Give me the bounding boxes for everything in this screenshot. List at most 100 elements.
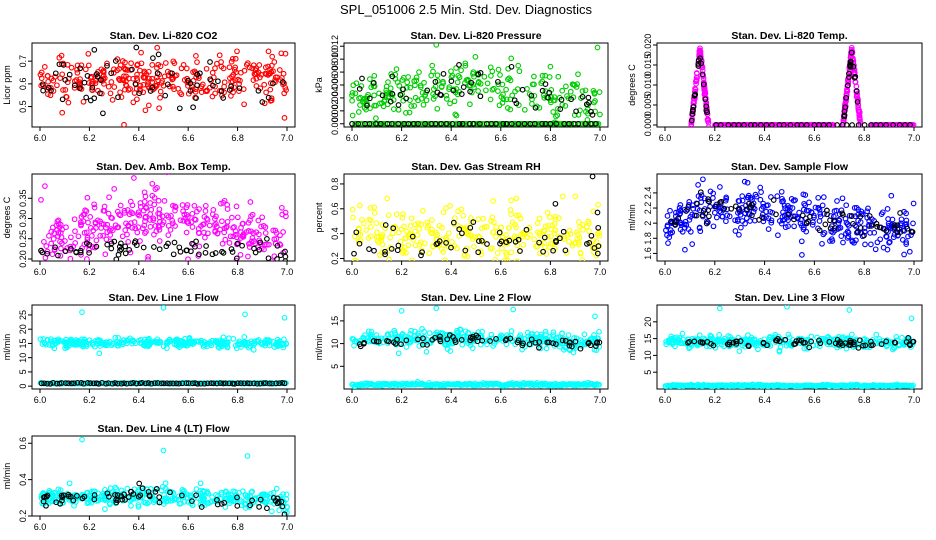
data-point <box>131 338 137 345</box>
data-point <box>252 71 259 78</box>
data-point <box>592 98 598 104</box>
data-point <box>203 65 210 72</box>
data-point <box>577 342 584 349</box>
x-tick-label: 6.0 <box>659 133 672 143</box>
data-point <box>195 229 202 236</box>
data-point <box>127 335 133 342</box>
data-point <box>150 217 157 223</box>
data-point <box>691 95 698 101</box>
data-point <box>682 246 688 253</box>
data-point <box>355 120 361 127</box>
data-point <box>237 251 244 258</box>
data-point <box>68 234 74 241</box>
data-point <box>229 73 235 80</box>
data-point <box>59 96 66 103</box>
data-point <box>399 214 406 221</box>
data-point <box>663 227 669 234</box>
x-tick-label: 6.8 <box>231 522 244 532</box>
x-tick-label: 6.4 <box>758 133 771 143</box>
data-point <box>126 247 133 253</box>
data-point <box>739 193 746 199</box>
data-point <box>281 336 287 343</box>
data-point <box>195 338 202 345</box>
x-tick-label: 7.0 <box>281 267 294 277</box>
data-point <box>834 198 840 204</box>
data-point <box>405 120 412 127</box>
data-point <box>452 215 458 221</box>
y-tick-label: 0.000 <box>330 113 340 136</box>
data-point <box>424 87 431 94</box>
data-point <box>473 332 480 339</box>
data-point <box>463 120 469 127</box>
x-tick-label: 6.0 <box>346 395 359 405</box>
data-point <box>546 74 553 80</box>
data-point <box>169 76 176 83</box>
data-point <box>559 87 566 94</box>
data-point <box>242 311 248 318</box>
data-point <box>123 340 130 347</box>
data-point <box>234 380 241 387</box>
data-point <box>187 88 194 94</box>
data-point <box>443 92 450 99</box>
data-point <box>495 78 501 85</box>
plot-frame <box>31 435 296 517</box>
x-tick-label: 6.4 <box>445 133 458 143</box>
data-point <box>588 108 594 115</box>
data-point <box>493 336 499 342</box>
data-point <box>164 338 171 345</box>
data-point <box>60 62 67 68</box>
data-point <box>677 220 684 227</box>
data-point <box>419 89 426 96</box>
data-point <box>118 94 125 100</box>
data-point <box>105 83 112 90</box>
data-point <box>563 83 569 90</box>
data-point <box>44 250 51 257</box>
data-point <box>422 120 429 127</box>
data-point <box>202 208 209 214</box>
data-point <box>446 120 453 127</box>
x-tick-label: 6.4 <box>133 522 146 532</box>
data-point <box>726 341 733 348</box>
data-point <box>531 236 537 243</box>
data-point <box>865 205 871 212</box>
data-point <box>228 83 235 90</box>
data-point <box>395 102 402 108</box>
data-point <box>176 380 182 387</box>
x-tick-label: 6.4 <box>445 395 458 405</box>
data-point <box>688 121 695 127</box>
data-point <box>170 251 177 258</box>
data-point <box>555 105 561 112</box>
data-point <box>693 80 699 87</box>
data-point <box>127 198 134 205</box>
data-point <box>472 264 477 269</box>
y-axis-label: kPa <box>314 77 324 93</box>
data-point <box>528 92 535 99</box>
x-tick-label: 6.8 <box>544 395 557 405</box>
data-point <box>91 204 98 211</box>
data-point <box>87 214 94 220</box>
data-point <box>154 380 161 386</box>
data-point <box>846 74 852 80</box>
data-point <box>696 224 703 231</box>
data-point <box>826 339 833 345</box>
data-point <box>129 66 135 73</box>
data-point <box>893 334 900 340</box>
data-point <box>515 120 522 127</box>
data-point <box>862 241 868 248</box>
data-point <box>695 182 701 188</box>
data-point <box>164 174 170 176</box>
data-point <box>449 120 456 127</box>
data-point <box>763 122 770 127</box>
data-point <box>596 381 602 388</box>
data-point <box>142 339 149 346</box>
x-tick-label: 6.6 <box>808 133 821 143</box>
data-point <box>84 73 91 79</box>
data-point <box>883 338 890 345</box>
data-point <box>84 194 91 201</box>
data-point <box>142 230 148 236</box>
data-point <box>693 212 700 219</box>
data-point <box>238 229 244 235</box>
data-point <box>526 341 533 348</box>
data-point <box>233 257 240 261</box>
data-point <box>450 87 457 94</box>
